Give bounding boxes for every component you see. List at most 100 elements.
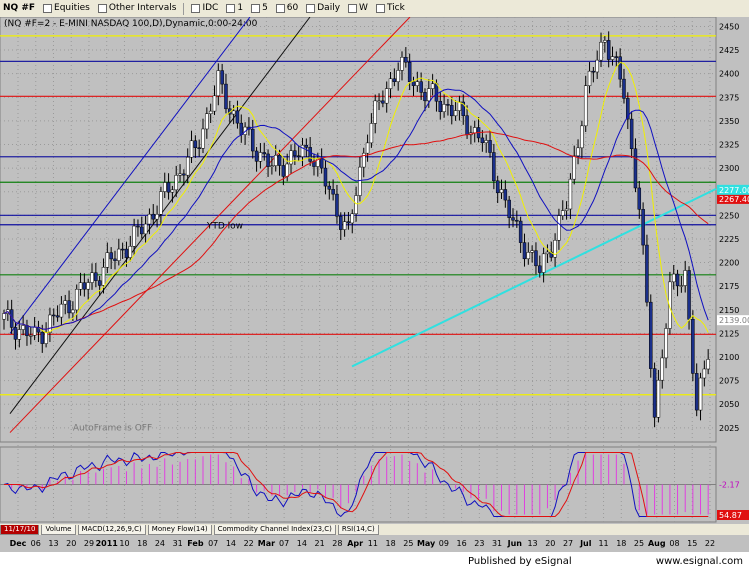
candle-body <box>105 252 110 268</box>
candle-body <box>71 309 75 314</box>
candle-body <box>235 110 240 124</box>
candle-body <box>576 147 580 157</box>
candle-body <box>335 193 339 217</box>
candle-body <box>553 239 557 258</box>
candle-body <box>101 267 106 286</box>
candle-body <box>629 118 634 150</box>
candle-body <box>117 248 121 261</box>
y-tick-label: 2150 <box>719 306 739 315</box>
equities-menu[interactable]: Equities <box>40 2 93 15</box>
candle-body <box>59 303 64 318</box>
candle-body <box>354 195 358 215</box>
symbol-label[interactable]: NQ #F <box>3 3 36 13</box>
x-tick-label: 10 <box>119 539 129 548</box>
price-label-bg <box>717 193 749 204</box>
candle-body <box>434 83 439 102</box>
candle-body <box>78 282 83 290</box>
cursor-date-tab[interactable]: 11/17/10 <box>0 524 40 535</box>
x-tick-label: Jun <box>507 539 523 548</box>
x-tick-label: 07 <box>208 539 218 548</box>
y-tick-label: 2200 <box>719 259 739 268</box>
interval-60-button[interactable]: 60 <box>273 2 301 15</box>
interval-5-button[interactable]: 5 <box>248 2 271 15</box>
candle-body <box>381 100 385 104</box>
candle-body <box>128 246 133 258</box>
x-tick-label: Feb <box>187 539 204 548</box>
x-tick-label: 2011 <box>96 539 119 548</box>
candle-body <box>251 128 255 152</box>
candle-body <box>652 368 657 418</box>
candle-body <box>285 163 289 177</box>
candle-body <box>185 156 190 176</box>
candle-body <box>430 83 435 89</box>
radio-icon <box>226 4 236 13</box>
candle-body <box>392 78 397 82</box>
tab-money-flow[interactable]: Money Flow(14) <box>147 524 212 535</box>
candle-body <box>499 189 504 194</box>
interval-1-button[interactable]: 1 <box>223 2 246 15</box>
trend-line-red <box>9 17 411 433</box>
footer: Published by eSignal www.esignal.com <box>0 552 749 570</box>
daily-button[interactable]: Daily <box>303 2 343 15</box>
candle-body <box>293 150 297 157</box>
macd-signal-line <box>4 452 709 517</box>
candle-body <box>557 215 561 241</box>
candle-body <box>132 225 136 247</box>
candle-body <box>350 213 355 224</box>
x-tick-label: Mar <box>258 539 275 548</box>
tick-button[interactable]: Tick <box>373 2 408 15</box>
candle-body <box>216 70 221 97</box>
x-tick-label: Apr <box>347 539 363 548</box>
publisher-url: www.esignal.com <box>655 555 743 567</box>
candle-body <box>258 152 263 162</box>
candle-body <box>262 152 266 155</box>
rsi-value-bg <box>717 510 749 520</box>
candle-body <box>660 357 664 381</box>
candle-body <box>327 185 332 190</box>
x-tick-label: 29 <box>84 539 94 548</box>
price-chart-svg: (NQ #F=2 - E-MINI NASDAQ 100,D),Dynamic,… <box>0 17 749 535</box>
price-label-bg <box>717 184 749 195</box>
candle-body <box>193 140 198 148</box>
candle-body <box>21 325 25 330</box>
candle-body <box>560 210 565 216</box>
tab-rsi[interactable]: RSI(14,C) <box>337 524 379 535</box>
y-tick-label: 2450 <box>719 22 739 31</box>
candle-body <box>140 226 144 235</box>
candle-body <box>683 270 687 286</box>
other-intervals-menu[interactable]: Other Intervals <box>95 2 180 15</box>
x-tick-label: 22 <box>244 539 254 548</box>
publisher-credit: Published by eSignal <box>468 555 572 567</box>
candle-body <box>136 225 140 228</box>
candle-body <box>633 148 638 189</box>
folder-icon <box>43 4 53 13</box>
trend-line-blue <box>9 17 251 334</box>
y-tick-label: 2075 <box>719 377 739 386</box>
candle-body <box>545 251 550 255</box>
candle-body <box>668 281 672 329</box>
x-tick-label: 14 <box>297 539 307 548</box>
candle-body <box>201 128 205 149</box>
candle-body <box>2 313 6 320</box>
candle-body <box>384 88 389 104</box>
radio-icon <box>306 4 316 13</box>
toolbar-divider <box>183 2 185 15</box>
candle-body <box>266 153 270 167</box>
candle-body <box>365 142 370 154</box>
y-tick-label: 2250 <box>719 211 739 220</box>
candle-body <box>411 81 416 86</box>
candle-body <box>591 70 596 73</box>
tab-volume[interactable]: Volume <box>41 524 76 535</box>
candle-body <box>224 83 228 110</box>
tab-macd[interactable]: MACD(12,26,9,C) <box>77 524 146 535</box>
radio-icon <box>251 4 261 13</box>
price-label-text: 2139.00 <box>719 316 749 325</box>
candle-body <box>29 335 33 337</box>
weekly-button[interactable]: W <box>345 2 371 15</box>
tab-cci[interactable]: Commodity Channel Index(23,C) <box>213 524 336 535</box>
radio-icon <box>375 4 385 13</box>
toolbar: NQ #F Equities Other Intervals IDC 1 5 6… <box>0 0 749 18</box>
candle-body <box>400 56 404 71</box>
candle-body <box>25 325 29 336</box>
idc-button[interactable]: IDC <box>188 2 221 15</box>
